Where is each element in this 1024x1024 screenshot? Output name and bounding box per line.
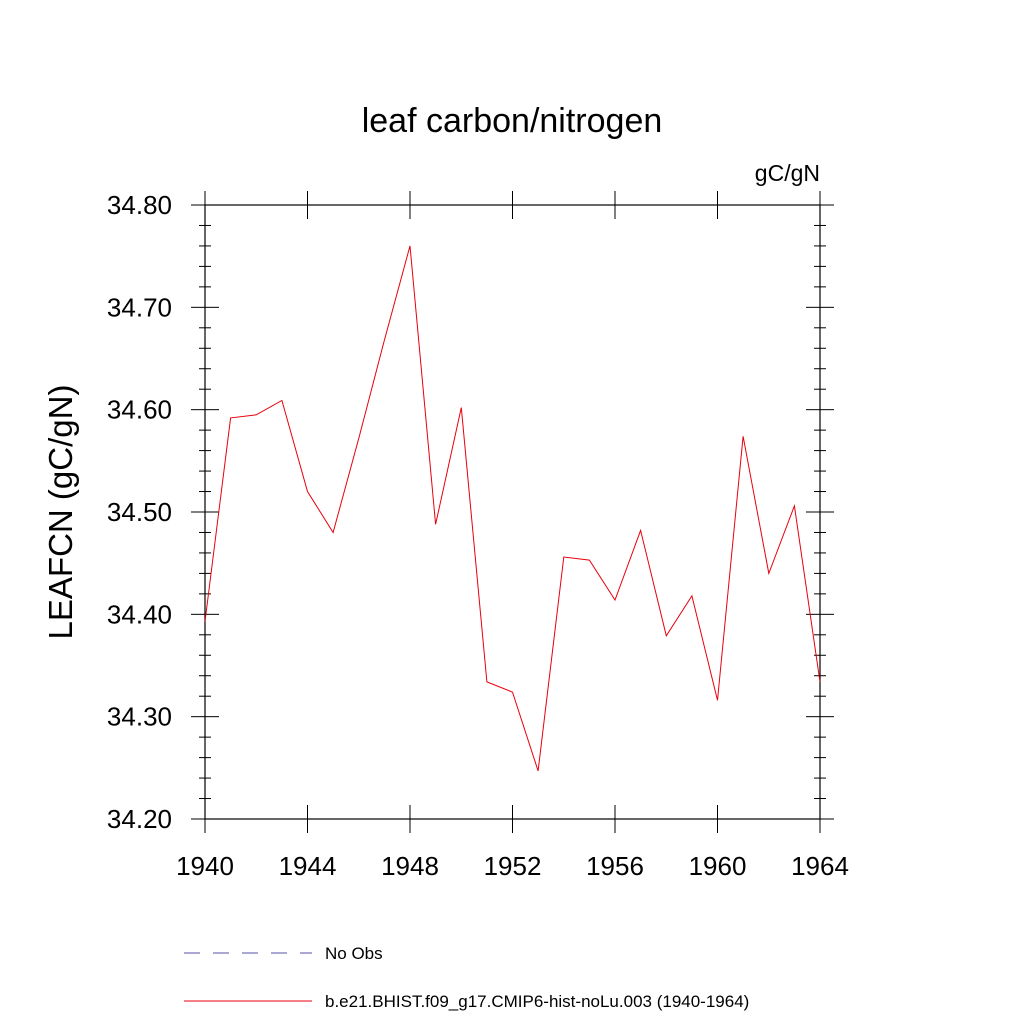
x-tick-label: 1952 xyxy=(484,851,542,881)
series-line xyxy=(204,245,821,772)
y-tick-label: 34.70 xyxy=(107,292,172,322)
y-tick-label: 34.40 xyxy=(107,599,172,629)
x-tick-label: 1964 xyxy=(791,851,849,881)
legend-label-model: b.e21.BHIST.f09_g17.CMIP6-hist-noLu.003 … xyxy=(325,992,749,1011)
y-axis-label: LEAFCN (gC/gN) xyxy=(42,385,79,640)
x-tick-label: 1944 xyxy=(279,851,337,881)
y-tick-label: 34.50 xyxy=(107,497,172,527)
x-tick-label: 1956 xyxy=(586,851,644,881)
y-tick-label: 34.80 xyxy=(107,190,172,220)
y-tick-label: 34.30 xyxy=(107,702,172,732)
legend-label-no-obs: No Obs xyxy=(325,944,383,963)
series-group xyxy=(204,245,821,772)
plot-frame xyxy=(204,204,821,820)
x-tick-label: 1940 xyxy=(176,851,234,881)
legend: No Obs b.e21.BHIST.f09_g17.CMIP6-hist-no… xyxy=(184,944,749,1011)
x-tick-labels: 1940 1944 1948 1952 1956 1960 1964 xyxy=(176,851,849,881)
chart-title: leaf carbon/nitrogen xyxy=(362,102,663,140)
y-tick-labels: 34.20 34.30 34.40 34.50 34.60 34.70 34.80 xyxy=(107,190,172,834)
x-tick-label: 1948 xyxy=(381,851,439,881)
y-tick-label: 34.60 xyxy=(107,395,172,425)
units-label: gC/gN xyxy=(755,160,820,186)
x-tick-label: 1960 xyxy=(689,851,747,881)
y-tick-label: 34.20 xyxy=(107,804,172,834)
axis-ticks xyxy=(191,191,834,833)
